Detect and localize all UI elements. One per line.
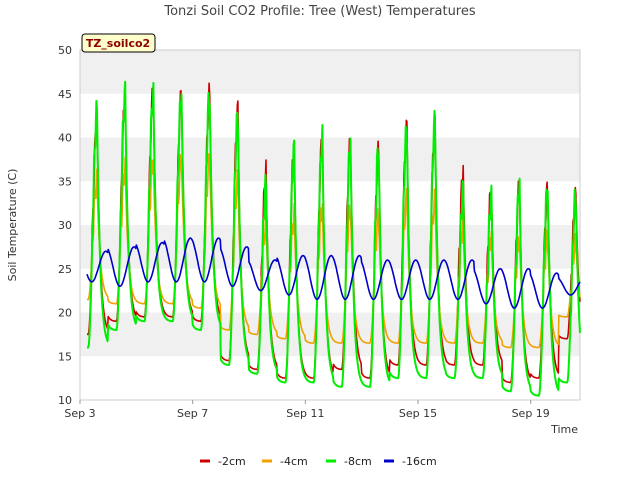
grid-band [80, 181, 580, 225]
grid-band [80, 50, 580, 94]
site-badge: TZ_soilco2 [81, 33, 156, 53]
legend-label: -8cm [344, 455, 372, 468]
x-tick-label: Sep 7 [177, 407, 208, 420]
chart-title: Tonzi Soil CO2 Profile: Tree (West) Temp… [163, 4, 476, 19]
x-tick-label: Sep 19 [512, 407, 550, 420]
y-tick-label: 45 [58, 88, 72, 101]
y-tick-label: 15 [58, 350, 72, 363]
x-axis: Sep 3 Sep 7 Sep 11 Sep 15 Sep 19 [64, 400, 550, 420]
y-axis-label: Soil Temperature (C) [6, 169, 19, 282]
y-tick-label: 20 [58, 307, 72, 320]
legend-label: -2cm [218, 455, 246, 468]
y-tick-label: 30 [58, 219, 72, 232]
x-tick-label: Sep 15 [399, 407, 437, 420]
y-tick-label: 50 [58, 44, 72, 57]
plot-area-border [79, 49, 581, 401]
series-line-minus-8cm [86, 80, 581, 397]
legend-label: -16cm [402, 455, 437, 468]
grid-band [80, 225, 580, 269]
grid-band [80, 137, 580, 182]
x-axis-label: Time [550, 423, 578, 436]
series-lines [86, 80, 581, 397]
y-tick-label: 35 [58, 175, 72, 188]
y-tick-label: 40 [58, 132, 72, 145]
y-axis: 10 15 20 25 30 35 40 45 50 [58, 44, 72, 407]
grid-band [80, 93, 580, 138]
series-line-minus-2cm [86, 82, 581, 384]
series-line-minus-4cm [86, 153, 581, 349]
y-tick-label: 25 [58, 263, 72, 276]
legend: -2cm -4cm -8cm -16cm [200, 455, 437, 468]
legend-label: -4cm [280, 455, 308, 468]
y-tick-label: 10 [58, 394, 72, 407]
site-badge-box [81, 33, 156, 53]
x-tick-label: Sep 3 [64, 407, 95, 420]
x-tick-label: Sep 11 [286, 407, 324, 420]
grid-band [80, 268, 580, 313]
series-line-minus-16cm [86, 237, 581, 309]
site-badge-label: TZ_soilco2 [86, 37, 150, 50]
